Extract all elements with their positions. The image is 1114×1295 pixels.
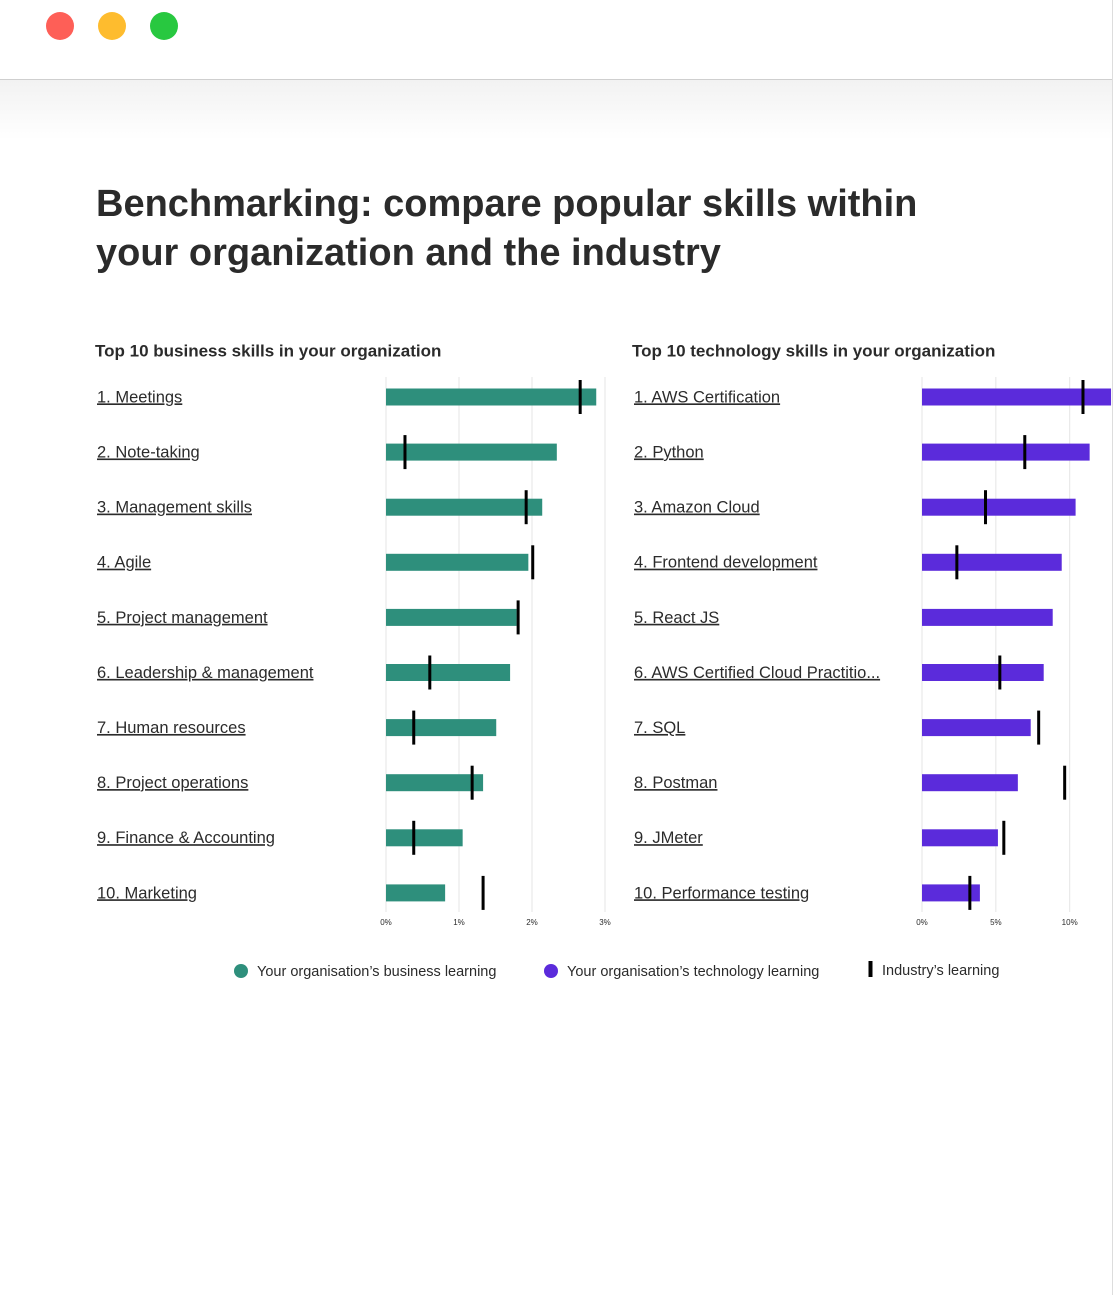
bar [922,388,1112,406]
skill-link[interactable]: 4. Agile [97,554,151,572]
bar [386,443,557,461]
x-tick-label: 5% [990,918,1002,927]
skill-link[interactable]: 8. Postman [634,774,717,792]
industry-marker [516,600,520,635]
industry-marker [412,820,416,855]
x-tick-label: 10% [1062,918,1078,927]
bar [922,443,1090,461]
industry-marker [531,545,535,580]
industry-marker [1063,765,1067,800]
skill-link[interactable]: 6. AWS Certified Cloud Practitio... [634,664,880,682]
industry-marker [1037,710,1041,745]
industry-marker [1023,435,1027,470]
bar [386,664,511,681]
bar [386,608,517,626]
industry-marker [578,380,582,414]
x-tick-label: 0% [916,918,928,927]
bar [922,553,1062,571]
industry-marker [998,655,1002,690]
bar [922,829,998,847]
legend-label: Your organisation’s technology learning [567,964,819,980]
industry-marker [470,765,474,800]
skill-link[interactable]: 9. JMeter [634,829,703,847]
skill-link[interactable]: 7. SQL [634,719,685,737]
industry-marker [968,875,972,910]
x-tick-label: 3% [599,918,611,927]
legend-label: Industry’s learning [882,963,999,979]
bar [922,774,1018,792]
bar [922,884,980,902]
x-tick-label: 0% [380,918,392,927]
close-button[interactable] [46,12,74,40]
skill-link[interactable]: 4. Frontend development [634,554,818,572]
skill-link[interactable]: 3. Amazon Cloud [634,499,760,517]
skill-link[interactable]: 1. AWS Certification [634,388,780,406]
maximize-button[interactable] [150,12,178,40]
bar [386,719,497,737]
chart-subtitle: Top 10 technology skills in your organiz… [632,341,995,360]
industry-marker [412,710,416,745]
skill-link[interactable]: 5. Project management [97,609,268,627]
skill-link[interactable]: 2. Python [634,443,704,461]
legend-swatch [868,961,873,977]
legend-swatch [234,964,248,978]
industry-marker [403,435,407,470]
legend-label: Your organisation’s business learning [257,964,496,980]
skill-link[interactable]: 8. Project operations [97,774,248,792]
title-line: your organization and the industry [96,232,721,274]
skill-link[interactable]: 5. React JS [634,609,719,627]
minimize-button[interactable] [98,12,126,40]
page-title: Benchmarking: compare popular skills wit… [96,180,917,278]
industry-marker [955,545,959,580]
skill-link[interactable]: 10. Marketing [97,884,197,902]
skill-link[interactable]: 10. Performance testing [634,884,809,902]
bar [922,664,1044,681]
x-tick-label: 1% [453,918,465,927]
bar [386,829,463,847]
shadow [0,80,1112,140]
title-line: Benchmarking: compare popular skills wit… [96,183,918,225]
skill-link[interactable]: 7. Human resources [97,719,246,737]
industry-marker [524,490,528,525]
industry-marker [428,655,432,690]
legend-swatch [544,964,558,978]
bar [386,498,543,516]
skill-link[interactable]: 9. Finance & Accounting [97,829,275,847]
skill-link[interactable]: 3. Management skills [97,499,252,517]
skill-link[interactable]: 6. Leadership & management [97,664,314,682]
industry-marker [481,875,485,910]
industry-marker [1002,820,1006,855]
chart-subtitle: Top 10 business skills in your organizat… [95,341,441,360]
window-edge [1112,0,1113,1295]
bar [386,388,597,406]
x-tick-label: 2% [526,918,538,927]
bar [922,608,1053,626]
industry-marker [1081,380,1085,414]
bar [922,498,1076,516]
bar [386,553,529,571]
bar [386,774,484,792]
bar [386,884,446,902]
skill-link[interactable]: 2. Note-taking [97,443,200,461]
industry-marker [984,490,988,525]
window-bar [0,0,1113,80]
bar [922,719,1031,737]
skill-link[interactable]: 1. Meetings [97,388,182,406]
